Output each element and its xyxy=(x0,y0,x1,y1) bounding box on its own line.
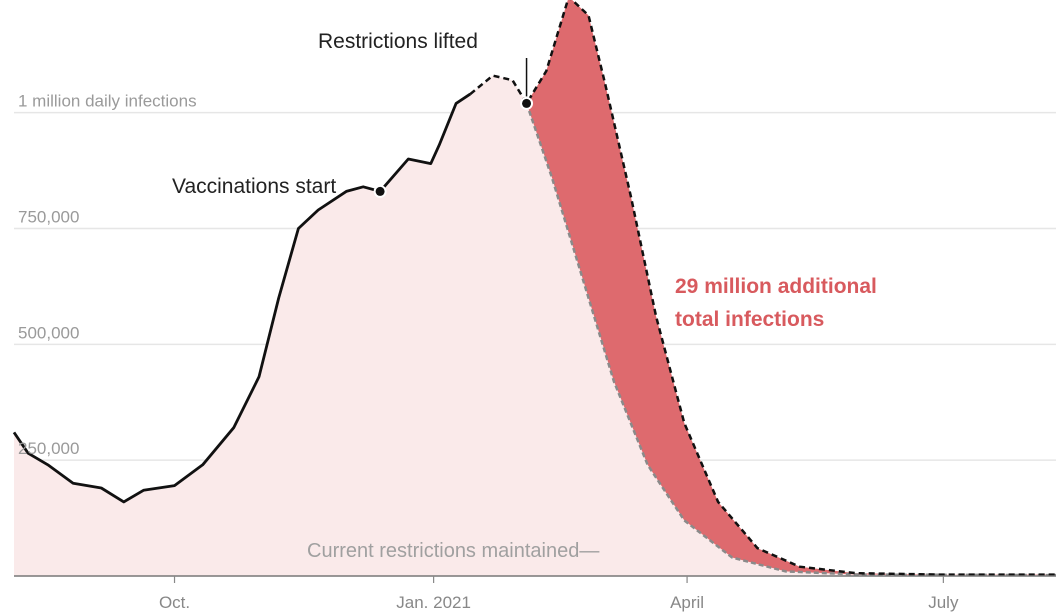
x-tick-label-1: Jan. 2021 xyxy=(396,593,471,612)
vaccinations-start-label: Vaccinations start xyxy=(172,175,336,198)
series-current-restrictions-line xyxy=(525,102,1056,577)
additional-infections-area xyxy=(526,0,1056,576)
y-tick-label-1: 500,000 xyxy=(18,323,79,342)
marker-dot-1 xyxy=(522,98,532,108)
event-markers xyxy=(373,58,534,198)
series-lines xyxy=(12,0,1056,577)
y-tick-label-0: 250,000 xyxy=(18,439,79,458)
axes: 250,000 500,000 750,000 1 million daily inf… xyxy=(14,92,1056,612)
marker-dot-0 xyxy=(375,186,385,196)
x-tick-label-0: Oct. xyxy=(159,593,190,612)
series-observed-line xyxy=(12,92,471,504)
current-restrictions-label: Current restrictions maintained— xyxy=(307,540,599,562)
series-restrictions-lifted-line xyxy=(469,0,1056,576)
x-tick-label-3: July xyxy=(928,593,959,612)
area-fills xyxy=(14,0,1056,576)
restrictions-lifted-label: Restrictions lifted xyxy=(318,30,478,53)
base-infections-area xyxy=(14,75,1056,576)
additional-infections-label-line1: 29 million additional xyxy=(675,275,877,298)
y-tick-label-3: 1 million daily infections xyxy=(18,92,197,111)
additional-infections-label-line2: total infections xyxy=(675,308,824,331)
x-tick-label-2: April xyxy=(670,593,704,612)
y-tick-label-2: 750,000 xyxy=(18,208,79,227)
